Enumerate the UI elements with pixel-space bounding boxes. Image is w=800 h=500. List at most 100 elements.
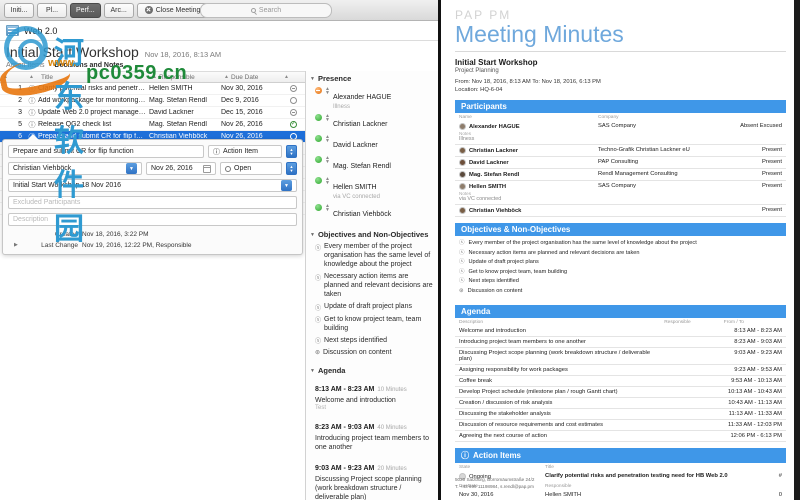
detail-excluded-input[interactable]: Excluded Participants xyxy=(8,196,297,209)
detail-meeting-select[interactable]: Initial Start Workshop 18 Nov 2016 ▼ xyxy=(8,179,297,192)
toolbar-tab-initiate[interactable]: Initi... xyxy=(4,2,34,18)
meeting-header: Initial Start Workshop Nov 18, 2016, 8:1… xyxy=(0,41,438,62)
list-item[interactable]: ⓢ Every member of the project organisatio… xyxy=(310,242,434,269)
status-badge xyxy=(289,85,297,92)
chevron-updown-icon[interactable]: ▲ ▼ xyxy=(325,155,330,165)
chevron-updown-icon[interactable]: ▲ ▼ xyxy=(325,176,330,186)
list-item[interactable]: ▲ ▼ Christian Lackner xyxy=(310,113,434,131)
participant-name: Hellen SMITH xyxy=(332,184,377,191)
list-item[interactable]: ▲ ▼ Christian Viehböck xyxy=(310,203,434,221)
sidebar-objectives-title: Objectives and Non-Objectives xyxy=(317,230,429,239)
detail-kind-field[interactable]: ⓘ Action Item xyxy=(208,145,282,158)
agenda-duration: 40 Minutes xyxy=(377,425,407,431)
detail-kind-stepper[interactable]: ▲ ▼ xyxy=(286,145,297,158)
chevron-down-icon: ▼ xyxy=(289,167,294,173)
table-row[interactable]: 1 ⓘ Clarify potential risks and penetratio… xyxy=(0,83,305,95)
presence-status-icon xyxy=(315,87,322,94)
agenda-description-cell: Introducing project team members to one … xyxy=(455,336,661,348)
chevron-updown-icon[interactable]: ▲ ▼ xyxy=(325,113,330,123)
sort-icon-due: ▲ xyxy=(224,74,229,80)
list-item[interactable]: 8:13 AM - 8:23 AM 10 Minutes Welcome and i… xyxy=(310,378,434,411)
objective-text: Discussion on content xyxy=(323,349,392,356)
table-row: Develop Project schedule (milestone plan… xyxy=(455,386,786,398)
toolbar-tab-archive[interactable]: Arc... xyxy=(103,2,134,18)
row-duedate: Dec 9, 2016 xyxy=(221,97,259,104)
toolbar-tab-perform[interactable]: Perf... xyxy=(70,2,101,18)
row-status[interactable] xyxy=(281,97,305,104)
sidebar-presence-header[interactable]: ▼ Presence xyxy=(310,74,434,83)
table-row: Coffee break 9:53 AM - 10:13 AM xyxy=(455,375,786,387)
chevron-updown-icon[interactable]: ▲ ▼ xyxy=(325,86,330,96)
sidebar-agenda-header[interactable]: ▼ Agenda xyxy=(310,366,434,375)
detail-lastchange-label: Last Change xyxy=(41,242,78,249)
chevron-updown-icon[interactable]: ▲ ▼ xyxy=(325,134,330,144)
document-subject-sub: Project Planning xyxy=(455,68,499,74)
agenda-time-cell: 8:23 AM - 9:03 AM xyxy=(719,336,786,348)
detail-state-stepper[interactable]: ▲ ▼ xyxy=(286,162,297,175)
window-toolbar: Initi... Pl... Perf... Arc... Close Meet… xyxy=(0,0,438,21)
row-status[interactable] xyxy=(281,85,305,92)
objective-text: Get to know project team, team building xyxy=(468,268,568,275)
list-item[interactable]: ⓢ Next steps identified xyxy=(310,336,434,346)
detail-description-input[interactable]: Description xyxy=(8,213,297,226)
col-header-duedate[interactable]: ▲ Due Date xyxy=(224,73,259,81)
col-header-status[interactable]: ▲ xyxy=(281,74,305,80)
disclosure-triangle-icon[interactable]: ▶ xyxy=(14,242,18,248)
participant-name: Alexander HAGUE xyxy=(332,94,392,101)
col-header-title[interactable]: Title xyxy=(41,73,54,81)
search-input[interactable]: Search xyxy=(200,3,332,18)
list-item[interactable]: ▲ ▼ David Lackner xyxy=(310,134,434,152)
detail-row-meeting: Initial Start Workshop 18 Nov 2016 ▼ xyxy=(8,179,297,192)
toolbar-tab-plan[interactable]: Pl... xyxy=(37,2,67,18)
sort-icon-kind[interactable]: ▲ xyxy=(29,74,34,80)
detail-responsible-select[interactable]: Christian Viehböck ▼ xyxy=(8,162,142,175)
participant-note: Illness xyxy=(332,104,350,110)
avatar xyxy=(459,159,466,166)
row-status[interactable] xyxy=(281,120,305,128)
calendar-icon[interactable] xyxy=(203,164,211,173)
agenda-description-cell: Agreeing the next course of action xyxy=(455,430,661,442)
list-item[interactable]: ⊛ Discussion on content xyxy=(310,348,434,357)
list-item[interactable]: ⓢ Get to know project team, team building xyxy=(310,315,434,333)
sidebar-group-objectives: ▼ Objectives and Non-Objectives ⓢ Every m… xyxy=(306,227,438,363)
list-item[interactable]: ▲ ▼ Alexander HAGUE Illness xyxy=(310,86,434,110)
list-item[interactable]: ▲ ▼ Mag. Stefan Rendl xyxy=(310,155,434,173)
participant-name-cell: Hellen SMITH Notes via VC connected xyxy=(455,180,595,205)
close-meeting-button[interactable]: Close Meeting xyxy=(136,2,209,18)
tab-decisions-and-notes[interactable]: Decisions and Notes xyxy=(54,62,124,69)
chevron-down-icon: ▼ xyxy=(310,367,315,374)
meeting-info-sidebar[interactable]: ▼ Presence ▲ ▼ Alexander HAGUE Illness ▲ ▼ Chr… xyxy=(305,71,438,500)
participant-status-cell: Absent Excused xyxy=(726,121,786,145)
participant-company-cell: SAS Company xyxy=(594,121,727,145)
document-scrollbar[interactable] xyxy=(794,0,800,500)
list-item[interactable]: ⓢ Update of draft project plans xyxy=(310,302,434,312)
table-row: Welcome and introduction 8:13 AM - 8:23 A… xyxy=(455,326,786,337)
table-row[interactable]: 5 ⓘ Release QG2 check list Mag. Stefan Rend… xyxy=(0,119,305,131)
tab-action-items[interactable]: Action Items xyxy=(6,62,45,69)
objective-text: Next steps identified xyxy=(468,278,519,284)
detail-meeting-value: Initial Start Workshop 18 Nov 2016 xyxy=(13,182,122,189)
sort-ascending-icon[interactable]: ▲ xyxy=(3,74,8,80)
list-item[interactable]: ⓢ Necessary action items are planned and … xyxy=(310,272,434,299)
row-number: 1 xyxy=(18,85,22,92)
detail-duedate-field[interactable]: Nov 26, 2016 xyxy=(146,162,216,175)
col-header-responsible[interactable]: ▲ Responsible xyxy=(152,73,195,81)
page-title: Initial Start Workshop xyxy=(6,44,139,60)
chevron-updown-icon[interactable]: ▲ ▼ xyxy=(325,203,330,213)
list-item[interactable]: 8:23 AM - 9:03 AM 40 Minutes Introducing p… xyxy=(310,416,434,452)
row-status[interactable] xyxy=(281,109,305,116)
list-header-row: ▲ ▲ Title ▲ Responsible ▲ Due Date ▲ xyxy=(0,71,305,83)
project-icon xyxy=(6,25,19,36)
participant-company-cell xyxy=(594,204,727,217)
detail-state-field[interactable]: Open xyxy=(220,162,282,175)
list-item[interactable]: 9:03 AM - 9:23 AM 20 Minutes Discussing Pr… xyxy=(310,457,434,500)
doc-action-items-table: State Title Ongoing Clarify potential ri… xyxy=(455,463,786,500)
project-breadcrumb[interactable]: Web 2.0 xyxy=(0,21,438,41)
list-item[interactable]: ▲ ▼ Hellen SMITH via VC connected xyxy=(310,176,434,200)
detail-title-input[interactable]: Prepare and submit CR for flip function xyxy=(8,145,204,158)
sidebar-objectives-header[interactable]: ▼ Objectives and Non-Objectives xyxy=(310,230,434,239)
document-divider xyxy=(455,51,786,52)
agenda-description-cell: Discussion of resource requirements and … xyxy=(455,419,661,431)
